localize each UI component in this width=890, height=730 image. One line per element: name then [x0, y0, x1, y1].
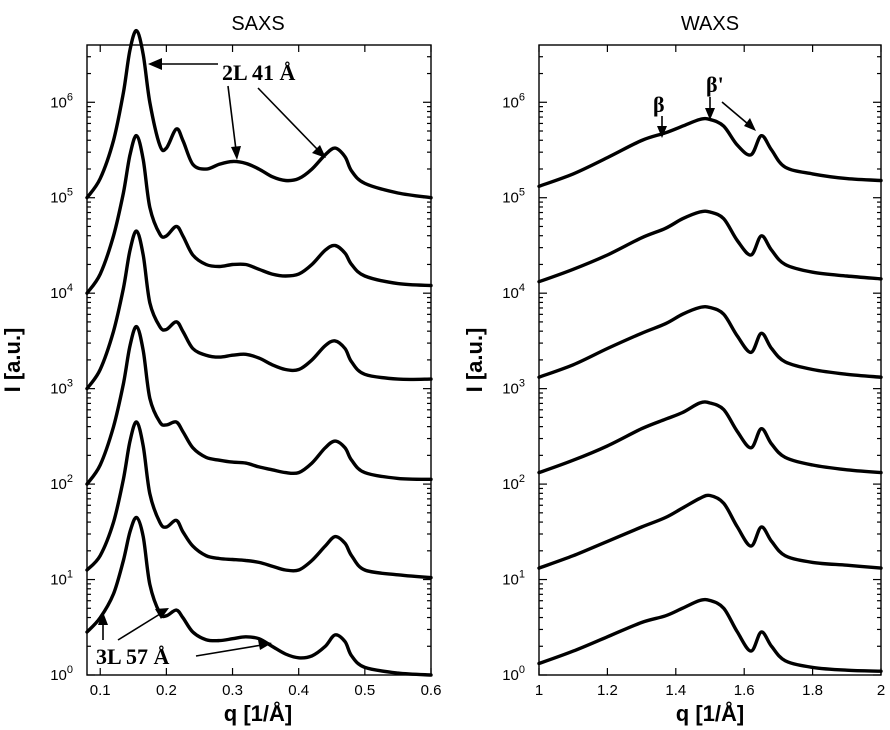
waxs-curve-2: [537, 493, 883, 570]
waxs-x-tick-label-1: 1.2: [597, 682, 618, 699]
waxs-panel: WAXS 1 1.2 1.4 1.6 1.8 2 10010110210310410510…: [462, 13, 885, 726]
waxs-curve-4: [537, 304, 883, 379]
waxs-x-tick-label-4: 1.8: [802, 682, 823, 699]
waxs-curve-5: [537, 209, 883, 284]
waxs-x-tick-label-5: 2: [877, 682, 885, 699]
waxs-y-tick-label-6: 106: [502, 91, 525, 111]
saxs-y-axis-label: I [a.u.]: [0, 328, 25, 393]
saxs-y-axis: 100 101 102 103 104 105 106: [50, 56, 431, 684]
saxs-y-tick-label-6: 106: [50, 91, 73, 111]
waxs-y-axis-label: I [a.u.]: [462, 328, 487, 393]
saxs-curve-3: [85, 324, 433, 486]
saxs-x-tick-label-4: 0.5: [354, 682, 375, 699]
annotation-beta-prime-arrow-2: [721, 101, 749, 125]
saxs-annotation-2L: 2L 41 Å: [148, 58, 326, 160]
annotation-3L-arrowhead-1: [98, 612, 108, 625]
annotation-3L-arrow-3: [195, 644, 263, 657]
annotation-beta-prime-label: β': [706, 72, 724, 97]
annotation-2L-arrow-3: [257, 87, 319, 151]
waxs-panel-title: WAXS: [681, 13, 739, 35]
waxs-annotation-beta-prime: β': [705, 72, 756, 131]
annotation-beta-label: β: [653, 92, 665, 117]
annotation-2L-arrowhead-2: [231, 146, 241, 160]
waxs-curve-6: [537, 116, 883, 188]
waxs-x-tick-label-2: 1.4: [665, 682, 686, 699]
waxs-x-tick-label-3: 1.6: [734, 682, 755, 699]
waxs-y-tick-label-2: 102: [502, 473, 525, 493]
saxs-x-tick-label-2: 0.3: [222, 682, 243, 699]
saxs-x-axis-label: q [1/Å]: [224, 700, 292, 726]
saxs-curve-2: [85, 420, 433, 580]
waxs-curves: [537, 116, 883, 673]
annotation-3L-label: 3L 57 Å: [96, 644, 169, 669]
waxs-curve-3: [537, 400, 883, 475]
annotation-2L-label: 2L 41 Å: [222, 60, 295, 85]
waxs-y-tick-label-0: 100: [502, 664, 525, 684]
waxs-y-axis: 100 101 102 103 104 105 106: [502, 56, 881, 684]
annotation-2L-arrowhead-3: [312, 145, 326, 158]
saxs-annotation-3L: 3L 57 Å: [96, 608, 272, 669]
saxs-x-tick-label-1: 0.2: [156, 682, 177, 699]
saxs-curve-1: [85, 515, 433, 677]
waxs-y-tick-label-4: 104: [502, 282, 525, 302]
saxs-y-tick-label-2: 102: [50, 473, 73, 493]
annotation-beta-arrowhead: [657, 126, 667, 138]
saxs-curves: [85, 29, 433, 677]
annotation-3L-arrow-2: [117, 613, 161, 641]
saxs-y-tick-label-0: 100: [50, 664, 73, 684]
waxs-plot-frame: [538, 44, 882, 676]
saxs-x-tick-label-0: 0.1: [90, 682, 111, 699]
waxs-x-tick-label-0: 1: [535, 682, 543, 699]
saxs-x-tick-label-3: 0.4: [288, 682, 309, 699]
annotation-2L-arrowhead-1: [148, 58, 162, 70]
saxs-y-tick-label-1: 101: [50, 569, 73, 589]
waxs-y-tick-label-3: 103: [502, 378, 525, 398]
saxs-x-tick-label-5: 0.6: [421, 682, 442, 699]
annotation-3L-arrowhead-3: [258, 640, 272, 650]
annotation-beta-prime-arrowhead-2: [744, 118, 756, 131]
saxs-y-tick-label-5: 105: [50, 187, 73, 207]
annotation-3L-arrowhead-2: [155, 608, 169, 619]
saxs-panel: SAXS 0.1 0.2 0.3 0.4 0.5 0.6 1001011021031041…: [0, 13, 441, 726]
annotation-beta-prime-arrowhead-1: [705, 108, 715, 120]
saxs-x-axis: 0.1 0.2 0.3 0.4 0.5 0.6: [90, 45, 442, 699]
waxs-x-axis: 1 1.2 1.4 1.6 1.8 2: [535, 45, 885, 699]
saxs-panel-title: SAXS: [231, 13, 284, 35]
saxs-curve-5: [85, 134, 433, 295]
waxs-x-axis-label: q [1/Å]: [676, 700, 744, 726]
waxs-y-tick-label-5: 105: [502, 187, 525, 207]
saxs-y-tick-label-3: 103: [50, 378, 73, 398]
annotation-2L-arrow-2: [227, 85, 237, 151]
saxs-curve-6: [85, 29, 433, 200]
waxs-curve-1: [537, 597, 883, 673]
waxs-annotation-beta: β: [653, 92, 667, 138]
waxs-y-tick-label-1: 101: [502, 569, 525, 589]
saxs-curve-4: [85, 229, 433, 391]
saxs-y-tick-label-4: 104: [50, 282, 73, 302]
